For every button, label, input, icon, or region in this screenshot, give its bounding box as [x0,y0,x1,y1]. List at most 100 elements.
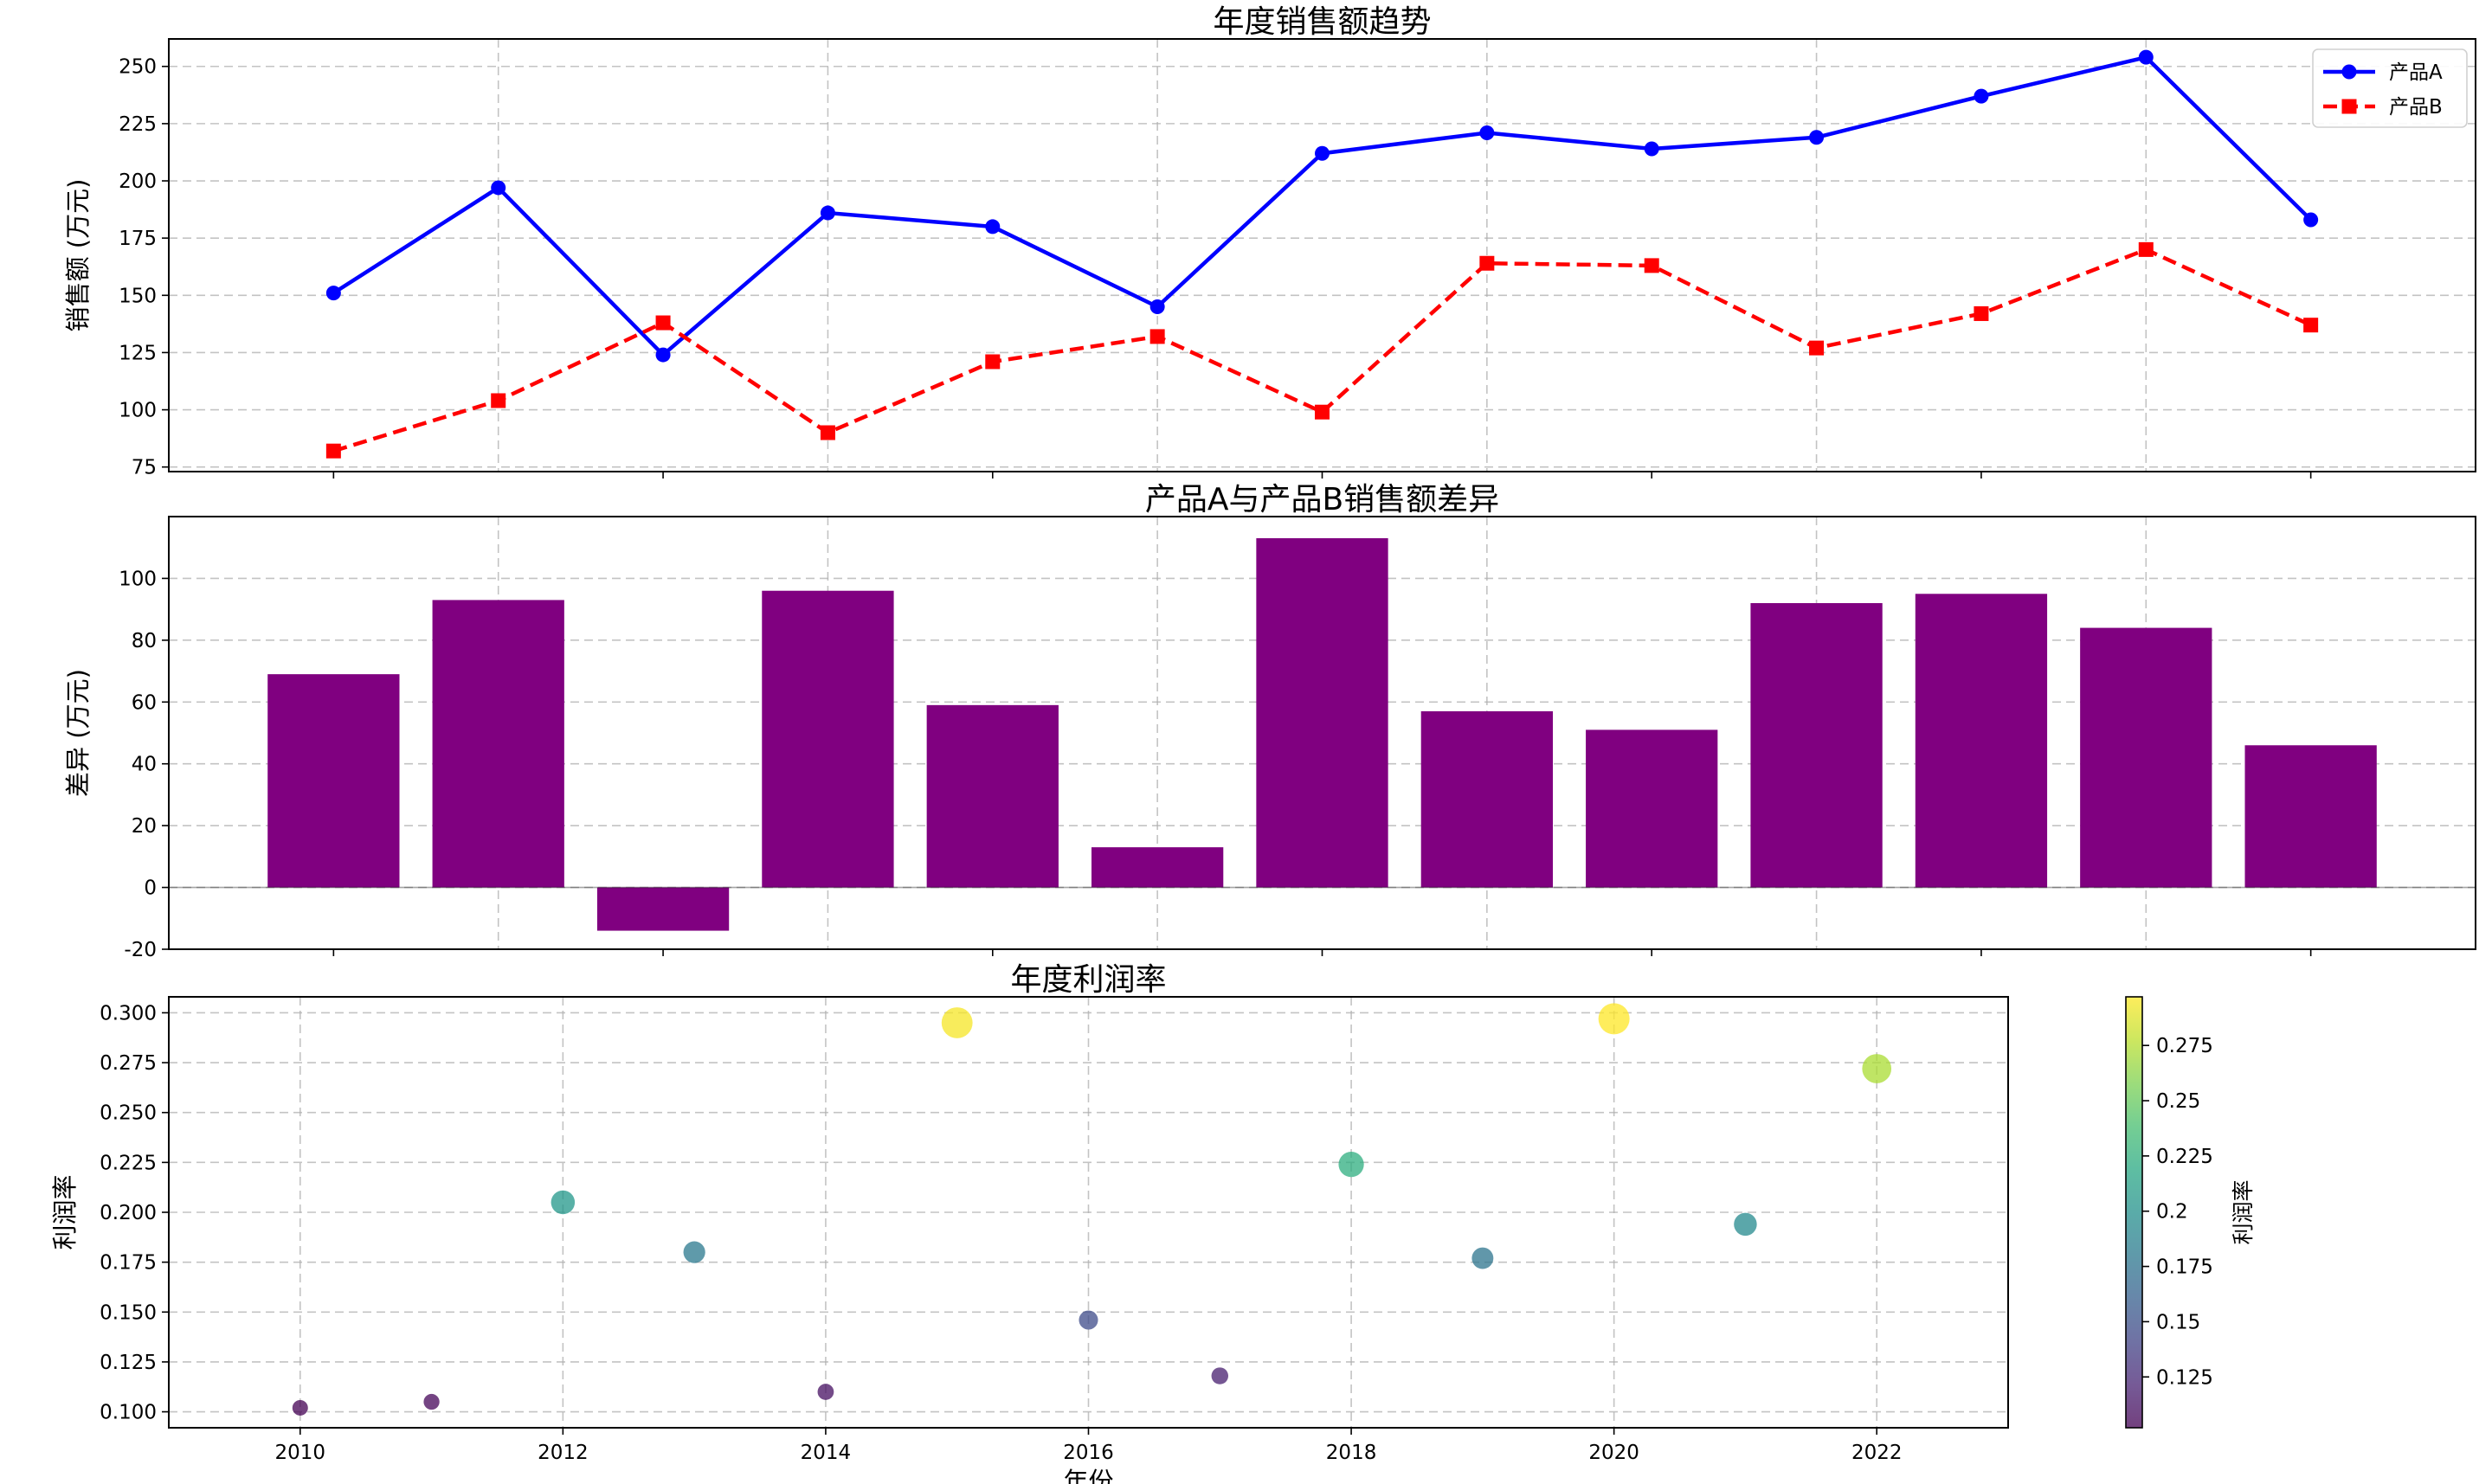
bar [432,600,564,888]
data-point-1 [1974,305,1989,321]
bar [926,704,1059,888]
legend: 产品A 产品B [2312,48,2468,128]
data-point-0 [2138,49,2154,65]
y-tick-label: 0.100 [100,1402,157,1424]
data-point-1 [655,315,671,331]
colorbar-tick-label: 0.225 [2156,1146,2213,1168]
data-point-0 [1809,130,1825,145]
data-point-0 [325,286,341,301]
series-line-0 [332,55,2313,357]
data-point-0 [820,205,835,221]
y-tick-label: 125 [119,342,157,364]
data-point-1 [325,443,341,459]
y-tick-label: 175 [119,228,157,250]
data-point-1 [1479,255,1495,271]
y-tick-label: 75 [132,457,157,479]
legend-marker-0 [2341,64,2357,80]
x-tick-label: 2022 [1851,1442,1903,1464]
scatter-point [292,1399,308,1416]
data-point-1 [2138,241,2154,257]
data-point-0 [985,219,1001,234]
y-tick-label: 150 [119,285,157,307]
scatter-point [551,1190,576,1215]
y-tick-label: 0.150 [100,1301,157,1324]
scatter-point [1598,1003,1630,1035]
profit-margin-chart: 2010 2012 2014 2016 2018 2020 2022 0.100 0.125 0.… [50,962,2009,1484]
x-tick-label: 2014 [801,1442,852,1464]
plot-frame [168,38,2476,472]
bar [596,887,730,931]
x-axis-label: 年份 [1063,1467,1113,1484]
scatter-point [1338,1152,1364,1178]
y-tick-label: 60 [132,691,157,714]
y-tick-label: 0 [144,877,157,900]
data-point-0 [491,180,506,196]
bar [762,590,894,888]
colorbar-label: 利润率 [2231,1179,2256,1244]
colorbar-tick-label: 0.175 [2156,1256,2213,1279]
chart-title: 产品A与产品B销售额差异 [1145,482,1499,517]
scatter-point [1079,1310,1098,1330]
y-tick-label: 0.125 [100,1352,157,1374]
x-tick-label: 2016 [1063,1442,1114,1464]
colorbar-scale [2125,996,2143,1429]
data-point-1 [820,425,835,440]
bar [267,674,400,888]
colorbar: 0.125 0.15 0.175 0.2 0.225 0.25 0.275 利润率 [2125,996,2256,1429]
x-tick-label: 2012 [538,1442,589,1464]
scatter-point [1211,1367,1229,1384]
scatter-point [683,1241,705,1263]
scatter-point [423,1393,440,1410]
colorbar-tick-label: 0.15 [2156,1311,2200,1333]
y-axis-label: 利润率 [50,1174,80,1250]
y-tick-label: 80 [132,630,157,652]
chart-title: 年度销售额趋势 [1213,4,1431,40]
series-line-1 [332,247,2312,453]
y-tick-label: 100 [119,400,157,422]
legend-marker-1 [2341,99,2357,114]
data-point-0 [1974,88,1989,104]
x-tick-label: 2018 [1326,1442,1377,1464]
bar [1586,729,1718,888]
y-tick-label: 0.300 [100,1002,157,1025]
x-tick-label: 2020 [1588,1442,1639,1464]
y-tick-label: 0.225 [100,1152,157,1174]
y-tick-label: 200 [119,170,157,193]
x-tick-label: 2010 [275,1442,326,1464]
scatter-point [1471,1247,1494,1269]
y-tick-label: 0.250 [100,1102,157,1125]
plot-frame [168,996,2009,1429]
legend-label-0: 产品A [2389,61,2443,84]
data-point-0 [655,347,671,363]
data-point-1 [491,393,506,408]
y-tick-label: 0.275 [100,1052,157,1075]
y-tick-label: 20 [132,815,157,838]
colorbar-tick-label: 0.275 [2156,1035,2213,1057]
bar [2080,627,2212,888]
data-point-0 [1315,145,1330,161]
data-point-1 [2303,318,2319,333]
bar [2244,745,2377,888]
data-point-1 [1644,258,1659,273]
data-point-1 [985,354,1001,369]
colorbar-tick-label: 0.125 [2156,1366,2213,1389]
bar [1256,538,1388,888]
legend-label-1: 产品B [2389,96,2443,119]
y-tick-label: 0.200 [100,1202,157,1224]
bar [1091,847,1224,888]
data-point-1 [1315,404,1330,420]
data-point-0 [1149,299,1165,315]
y-tick-label: -20 [124,939,157,961]
chart-title: 年度利润率 [1010,962,1166,998]
scatter-point [817,1384,834,1400]
bar [1915,594,2048,888]
data-point-1 [1809,340,1825,356]
bar [1420,711,1553,888]
scatter-point [1862,1054,1892,1083]
y-axis-label: 差异 (万元) [63,669,93,797]
y-axis-label: 销售额 (万元) [63,179,93,332]
colorbar-tick-label: 0.25 [2156,1090,2200,1113]
y-tick-label: 225 [119,113,157,136]
